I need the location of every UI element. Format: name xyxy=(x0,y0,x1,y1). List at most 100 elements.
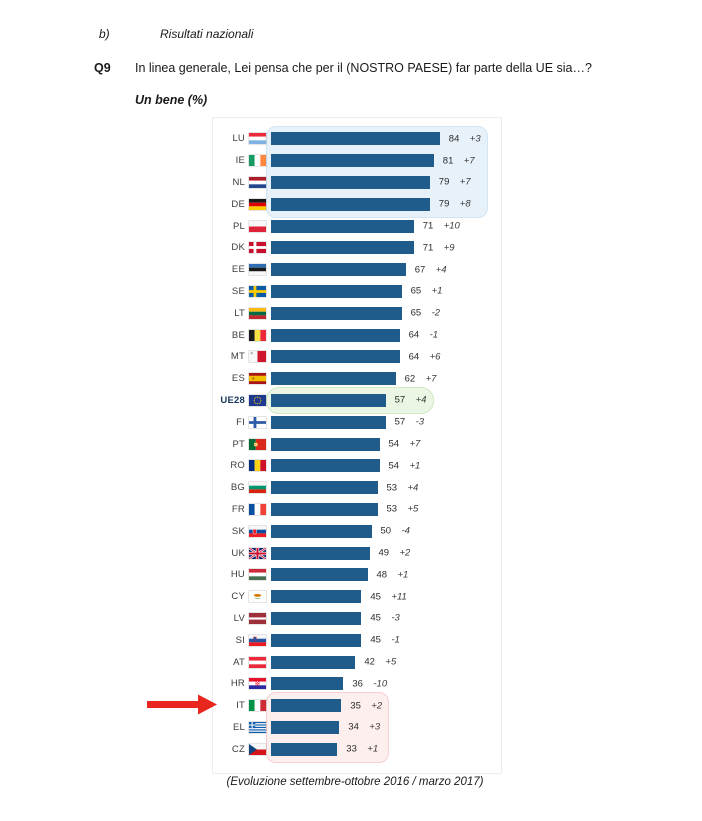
flag-ie-icon xyxy=(249,155,266,167)
flag-fr-icon xyxy=(249,503,266,515)
value-label: 64 xyxy=(408,329,420,341)
bar-track: 35 +2 xyxy=(271,699,497,713)
chart-row-si: SI 45 -1 xyxy=(213,629,497,651)
flag-it-icon xyxy=(249,700,266,712)
flag-cy-icon xyxy=(249,591,266,603)
chart-rows: LU 84 +3 IE 81 +7 NL 79 +7 DE 79 +8 PL 71 +10 DK 71 +9 EE 6… xyxy=(213,128,497,760)
country-code-label: EL xyxy=(232,721,245,733)
change-label: +1 xyxy=(431,285,443,297)
bar-track: 50 -4 xyxy=(271,524,497,538)
chart-row-lt: LT 65 -2 xyxy=(213,302,497,324)
change-label: -4 xyxy=(401,525,410,537)
chart-row-fr: FR 53 +5 xyxy=(213,499,497,521)
country-code-label: DK xyxy=(231,242,245,254)
value-bar xyxy=(271,481,378,495)
value-label: 53 xyxy=(386,503,398,515)
bar-track: 54 +1 xyxy=(271,459,497,473)
bar-track: 65 +1 xyxy=(271,284,497,298)
bar-track: 42 +5 xyxy=(271,655,497,669)
change-label: -3 xyxy=(415,416,425,428)
flag-cz-icon xyxy=(249,743,266,755)
change-label: +7 xyxy=(409,438,421,450)
bar-track: 48 +1 xyxy=(271,568,497,582)
flag-ue28-icon xyxy=(249,394,266,406)
value-bar xyxy=(271,350,400,364)
country-code-label: HU xyxy=(230,569,245,581)
change-label: +7 xyxy=(459,176,471,188)
chart-row-be: BE 64 -1 xyxy=(213,324,497,346)
value-label: 48 xyxy=(376,569,388,581)
bar-track: 45 -1 xyxy=(271,633,497,647)
chart-row-ie: IE 81 +7 xyxy=(213,150,497,172)
bar-track: 54 +7 xyxy=(271,437,497,451)
bar-track: 45 -3 xyxy=(271,611,497,625)
value-label: 42 xyxy=(364,656,375,668)
value-bar xyxy=(271,393,386,407)
chart-row-mt: MT 64 +6 xyxy=(213,346,497,368)
flag-se-icon xyxy=(249,285,266,297)
value-bar xyxy=(271,197,430,211)
value-bar xyxy=(271,175,430,189)
bar-track: 34 +3 xyxy=(271,720,497,734)
change-label: -1 xyxy=(391,634,400,646)
value-label: 71 xyxy=(422,242,434,254)
chart-row-cy: CY 45 +11 xyxy=(213,586,497,608)
value-bar xyxy=(271,328,400,342)
value-bar xyxy=(271,742,338,756)
value-label: 50 xyxy=(380,525,392,537)
chart-row-nl: NL 79 +7 xyxy=(213,172,497,194)
change-label: +1 xyxy=(409,460,421,472)
flag-pt-icon xyxy=(249,438,266,450)
chart-row-pl: PL 71 +10 xyxy=(213,215,497,237)
bar-track: 64 +6 xyxy=(271,350,497,364)
bar-track: 62 +7 xyxy=(271,372,497,386)
bar-track: 71 +9 xyxy=(271,241,497,255)
value-label: 33 xyxy=(346,743,357,755)
change-label: +5 xyxy=(385,656,397,668)
chart-row-hu: HU 48 +1 xyxy=(213,564,497,586)
bar-track: 57 -3 xyxy=(271,415,497,429)
flag-hu-icon xyxy=(249,569,266,581)
value-bar xyxy=(271,219,414,233)
country-code-label: MT xyxy=(230,351,245,363)
country-code-label: CZ xyxy=(231,743,245,755)
value-label: 57 xyxy=(394,394,406,406)
value-bar xyxy=(271,415,386,429)
value-bar xyxy=(271,284,402,298)
country-code-label: FR xyxy=(231,503,245,515)
section-title: Risultati nazionali xyxy=(160,27,254,41)
flag-hr-icon xyxy=(249,678,266,690)
chart-row-de: DE 79 +8 xyxy=(213,193,497,215)
change-label: +7 xyxy=(425,373,437,385)
flag-ro-icon xyxy=(249,460,266,472)
value-label: 35 xyxy=(350,700,361,712)
chart-row-ee: EE 67 +4 xyxy=(213,259,497,281)
flag-lt-icon xyxy=(249,307,266,319)
value-label: 54 xyxy=(388,438,400,450)
value-label: 79 xyxy=(438,198,450,210)
chart-row-it: IT 35 +2 xyxy=(213,695,497,717)
change-label: +2 xyxy=(371,700,383,712)
chart-row-dk: DK 71 +9 xyxy=(213,237,497,259)
country-code-label: FI xyxy=(236,416,245,428)
change-label: +3 xyxy=(469,133,481,145)
flag-fi-icon xyxy=(249,416,266,428)
value-label: 65 xyxy=(410,307,422,319)
flag-bg-icon xyxy=(249,482,266,494)
value-label: 54 xyxy=(388,460,400,472)
value-bar xyxy=(271,611,362,625)
country-code-label: EE xyxy=(231,264,245,276)
chart-row-cz: CZ 33 +1 xyxy=(213,738,497,760)
value-label: 67 xyxy=(414,264,426,276)
value-bar xyxy=(271,241,414,255)
chart-row-lv: LV 45 -3 xyxy=(213,608,497,630)
country-code-label: IT xyxy=(236,700,245,712)
bar-track: 84 +3 xyxy=(271,132,497,146)
country-code-label: AT xyxy=(233,656,245,668)
change-label: -1 xyxy=(429,329,439,341)
flag-de-icon xyxy=(249,198,266,210)
flag-sk-icon xyxy=(249,525,266,537)
flag-el-icon xyxy=(249,721,266,733)
value-label: 71 xyxy=(422,220,434,232)
change-label: +6 xyxy=(429,351,441,363)
